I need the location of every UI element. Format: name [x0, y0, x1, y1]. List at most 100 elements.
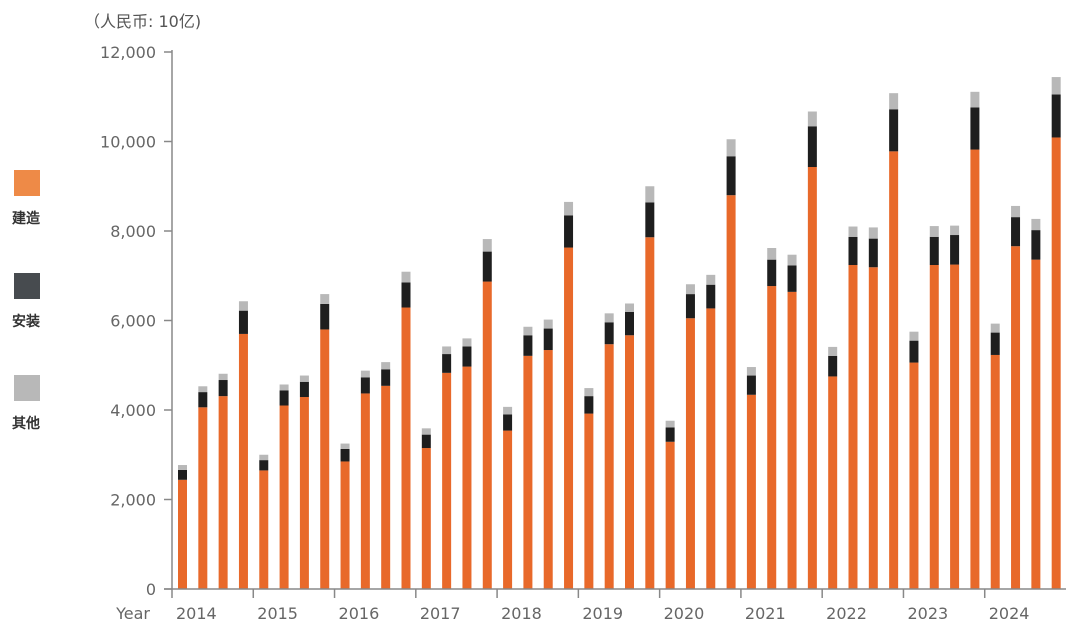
bar-segment-installation	[523, 335, 533, 356]
bar-segment-installation	[848, 236, 858, 266]
bar-segment-installation	[421, 434, 431, 449]
bar-segment-construction	[360, 393, 370, 589]
bar-segment-installation	[889, 109, 899, 152]
legend-item-construction: 建造	[12, 170, 62, 228]
bar-segment-construction	[767, 286, 777, 589]
bar-segment-construction	[381, 385, 391, 589]
bar-segment-installation	[828, 355, 838, 377]
legend-item-other: 其他	[12, 375, 62, 433]
bar-segment-construction	[746, 394, 756, 589]
y-axis: 0 2,000 4,000 6,000 8,000 10,000 12,000	[100, 43, 173, 599]
bars	[178, 77, 1061, 589]
bar-segment-installation	[218, 380, 228, 397]
bar-segment-installation	[929, 236, 939, 266]
legend-label-other: 其他	[12, 416, 40, 432]
bar-segment-installation	[381, 369, 391, 386]
bar-segment-construction	[340, 461, 350, 589]
legend-label-construction: 建造	[12, 211, 40, 227]
bar-segment-construction	[503, 430, 513, 589]
bar-segment-installation	[584, 396, 594, 414]
bar-segment-construction	[990, 354, 1000, 589]
legend-swatch-construction	[14, 170, 40, 196]
bar-segment-other	[889, 93, 899, 110]
bar-segment-other	[218, 373, 228, 381]
x-tick-label: 2018	[501, 604, 542, 623]
y-tick-label: 12,000	[100, 43, 156, 62]
bar-segment-construction	[198, 407, 208, 589]
bar-segment-installation	[604, 322, 614, 345]
bar-segment-other	[543, 319, 553, 329]
bar-segment-other	[279, 384, 289, 391]
bar-segment-other	[929, 226, 939, 237]
bar-segment-construction	[787, 291, 797, 589]
bar-segment-construction	[726, 195, 736, 589]
bar-segment-construction	[584, 413, 594, 589]
bar-segment-other	[360, 370, 370, 378]
x-tick-label: 2020	[664, 604, 705, 623]
y-tick-label: 6,000	[110, 312, 156, 331]
bar-segment-other	[584, 388, 594, 397]
bar-segment-other	[990, 323, 1000, 333]
bar-segment-construction	[889, 151, 899, 589]
bar-segment-construction	[279, 405, 289, 589]
bar-segment-other	[198, 386, 208, 393]
x-tick-label: 2016	[339, 604, 380, 623]
bar-segment-installation	[726, 156, 736, 196]
bar-segment-construction	[421, 448, 431, 589]
bar-segment-installation	[401, 282, 411, 308]
bar-segment-installation	[990, 332, 1000, 355]
bar-segment-other	[340, 443, 350, 449]
bar-segment-construction	[848, 265, 858, 589]
bar-segment-construction	[320, 329, 330, 589]
bar-segment-other	[1051, 77, 1061, 95]
bar-segment-construction	[442, 372, 452, 589]
bar-segment-construction	[1011, 246, 1021, 589]
x-tick-label: 2024	[989, 604, 1030, 623]
bar-segment-construction	[950, 264, 960, 589]
y-tick-label: 0	[146, 580, 156, 599]
bar-segment-other	[482, 239, 492, 252]
bar-segment-other	[178, 465, 187, 470]
bar-segment-installation	[787, 265, 797, 292]
bar-segment-construction	[299, 397, 309, 589]
bar-segment-other	[442, 346, 452, 355]
bar-segment-other	[238, 301, 248, 311]
y-tick-label: 8,000	[110, 222, 156, 241]
bar-segment-other	[421, 428, 431, 435]
bar-segment-other	[462, 338, 472, 347]
bar-segment-installation	[970, 107, 980, 150]
bar-segment-construction	[828, 376, 838, 589]
bar-segment-installation	[564, 215, 574, 248]
bar-segment-other	[746, 367, 756, 376]
bar-segment-construction	[1031, 259, 1041, 589]
bar-segment-installation	[909, 340, 919, 363]
bar-segment-installation	[482, 251, 492, 282]
bar-segment-other	[625, 303, 634, 312]
bar-segment-other	[645, 186, 655, 203]
bar-segment-construction	[462, 366, 472, 589]
bar-segment-construction	[523, 355, 533, 589]
bar-segment-construction	[482, 281, 492, 589]
bar-segment-other	[401, 271, 411, 283]
bar-segment-construction	[543, 350, 553, 589]
bar-segment-installation	[178, 469, 187, 480]
bar-segment-installation	[645, 202, 655, 238]
bar-segment-other	[503, 406, 513, 415]
bar-segment-other	[665, 420, 675, 428]
bar-segment-construction	[645, 237, 655, 589]
bar-segment-other	[909, 331, 919, 341]
bar-segment-other	[604, 313, 614, 323]
bar-segment-installation	[665, 427, 675, 442]
bar-segment-other	[726, 139, 736, 157]
bar-segment-other	[807, 111, 817, 127]
bar-segment-installation	[685, 294, 695, 319]
bar-segment-other	[381, 362, 391, 370]
bar-segment-installation	[340, 448, 350, 462]
bar-segment-installation	[360, 377, 370, 394]
bar-segment-other	[848, 226, 858, 237]
bar-segment-installation	[503, 414, 513, 431]
x-tick-label: 2015	[257, 604, 298, 623]
bar-segment-installation	[259, 460, 269, 471]
legend-swatch-installation	[14, 273, 40, 299]
